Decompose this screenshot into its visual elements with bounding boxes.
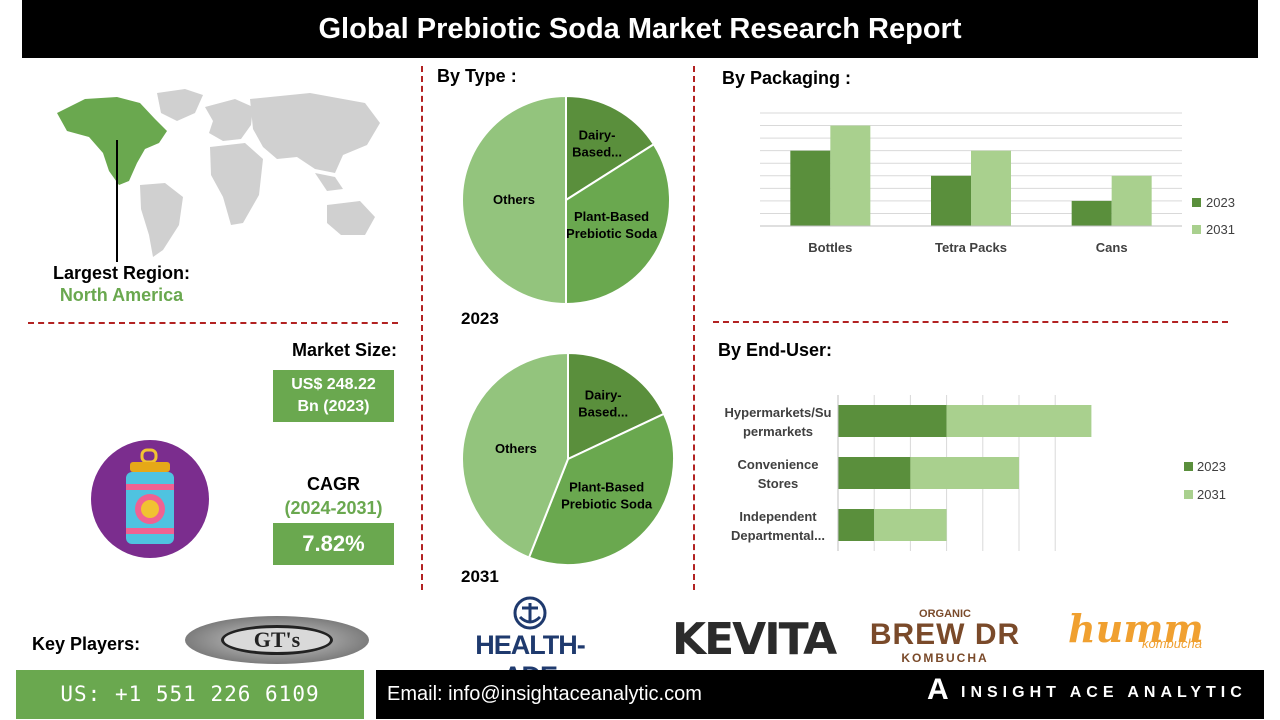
packaging-bar-chart: Bottles Tetra Packs Cans 2023 2031 <box>760 112 1235 255</box>
market-size-value-line2: Bn (2023) <box>297 398 370 415</box>
by-packaging-title: By Packaging : <box>722 68 852 88</box>
cagr-label: CAGR <box>307 474 360 494</box>
bar-2023 <box>1071 200 1112 226</box>
divider-left-horizontal <box>28 322 398 324</box>
legend-swatch <box>1184 490 1193 499</box>
market-size-label: Market Size: <box>291 340 397 360</box>
legend-swatch <box>1192 198 1201 207</box>
footer-bar <box>376 670 1264 719</box>
south-america-shape <box>140 183 183 257</box>
australia-shape <box>327 201 375 235</box>
bar-2023 <box>931 175 971 226</box>
soda-can-icon <box>91 440 209 558</box>
legend-swatch <box>1184 462 1193 471</box>
x-tick-label: Cans <box>1096 240 1128 255</box>
europe-shape <box>205 99 253 141</box>
type-pie-charts: Dairy-Based... Plant-Based Prebiotic Soda O… <box>461 94 675 566</box>
pie-slice <box>565 142 671 306</box>
pie-slice <box>461 94 567 306</box>
bar-2031 <box>971 150 1011 226</box>
pie-slice <box>567 351 666 461</box>
largest-region-value: North America <box>59 285 184 305</box>
brew-dr-logo: ORGANIC BREW DR KOMBUCHA <box>869 608 1021 665</box>
anchor-icon <box>513 596 547 630</box>
y-tick-label: Independent Departmental... <box>731 509 825 543</box>
footer-company: INSIGHT ACE ANALYTIC <box>961 684 1247 701</box>
bar-2031 <box>910 457 1019 489</box>
x-tick-label: Tetra Packs <box>935 240 1007 255</box>
pie-slice-label: Others <box>493 192 535 207</box>
bar-2023 <box>838 457 911 489</box>
pie-slice <box>461 351 569 559</box>
divider-right <box>693 66 695 590</box>
cagr-period: (2024-2031) <box>284 498 383 518</box>
market-size-value-line1: US$ 248.22 <box>291 376 376 393</box>
pie-slice <box>565 94 656 202</box>
footer-phone[interactable]: US: +1 551 226 6109 <box>16 670 364 719</box>
pie-slice-label: Dairy-Based... <box>578 388 628 420</box>
company-logo-icon: A <box>927 673 949 706</box>
kevita-logo: KEVITA <box>672 614 837 665</box>
bar-2023 <box>838 509 875 541</box>
y-tick-label: Hypermarkets/Su permarkets <box>725 405 832 439</box>
key-players-label: Key Players: <box>32 634 141 654</box>
largest-region-label: Largest Region: <box>52 263 190 283</box>
market-size-box: US$ 248.22 Bn (2023) <box>273 370 394 422</box>
world-map <box>57 89 380 257</box>
page-title: Global Prebiotic Soda Market Research Re… <box>22 0 1258 58</box>
bar-2031 <box>830 125 871 226</box>
pie-year-2031: 2031 <box>461 567 499 586</box>
pie-slice-label: Plant-Based Prebiotic Soda <box>561 479 653 511</box>
pie-2023: Dairy-Based... Plant-Based Prebiotic Soda O… <box>461 94 671 306</box>
pie-slice-label: Others <box>495 441 537 456</box>
divider-left <box>421 66 423 590</box>
legend-swatch <box>1192 225 1201 234</box>
southeast-asia-shape <box>315 173 343 191</box>
bar-2031 <box>874 509 947 541</box>
region-pointer-line <box>116 140 118 262</box>
legend-label: 2031 <box>1206 222 1235 237</box>
divider-right-horizontal <box>713 321 1228 323</box>
pie-slice-label: Plant-Based Prebiotic Soda <box>566 209 658 241</box>
humm-logo: humm kombucha <box>1068 606 1204 651</box>
legend-label: 2023 <box>1197 459 1226 474</box>
africa-shape <box>210 143 263 225</box>
by-type-title: By Type : <box>437 66 517 86</box>
pie-year-2023: 2023 <box>461 309 499 328</box>
pie-slice <box>527 412 675 566</box>
y-tick-label: Convenience Stores <box>738 457 819 491</box>
end-user-bar-chart: Hypermarkets/Su permarkets Convenience Stor… <box>725 395 1226 551</box>
legend-label: 2031 <box>1197 487 1226 502</box>
cagr-value-box: 7.82% <box>273 523 394 565</box>
pie-slice-label: Dairy-Based... <box>572 127 622 159</box>
by-end-user-title: By End-User: <box>718 340 833 360</box>
x-tick-label: Bottles <box>808 240 852 255</box>
legend-label: 2023 <box>1206 195 1235 210</box>
bar-2023 <box>790 150 831 226</box>
bar-2031 <box>946 405 1092 437</box>
bar-2023 <box>838 405 947 437</box>
pie-2031: Dairy-Based... Plant-Based Prebiotic Soda O… <box>461 351 675 566</box>
footer-email[interactable]: Email: info@insightaceanalytic.com <box>387 683 702 705</box>
north-america-shape <box>57 97 167 185</box>
greenland-shape <box>157 89 203 121</box>
gts-logo: GT's <box>185 616 369 664</box>
health-ade-logo: HEALTH-ADE <box>455 596 605 691</box>
asia-shape <box>250 93 380 173</box>
bar-2031 <box>1111 175 1152 226</box>
